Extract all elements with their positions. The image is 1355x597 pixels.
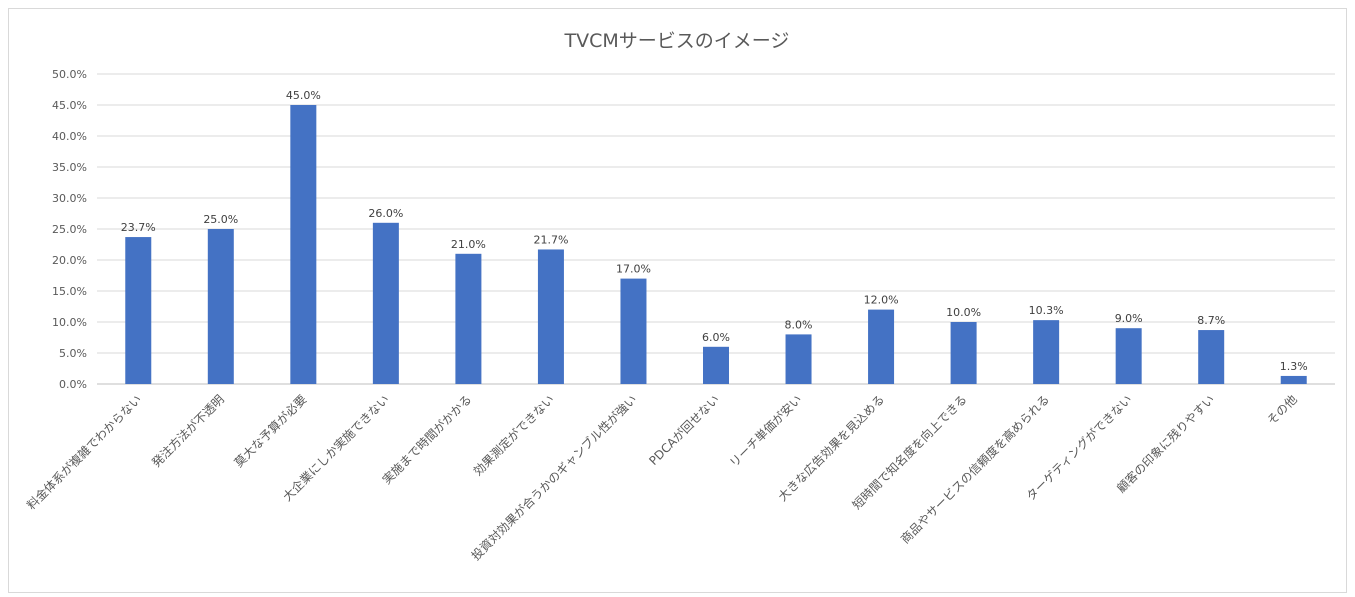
bar (372, 222, 399, 384)
bar (1280, 375, 1307, 384)
bar (703, 346, 729, 384)
y-tick-label: 5.0% (59, 347, 87, 360)
bar (537, 249, 564, 384)
chart-title: TVCMサービスのイメージ (564, 30, 790, 52)
data-label: 45.0% (286, 89, 321, 102)
data-label: 8.7% (1197, 314, 1225, 327)
data-label: 8.0% (785, 318, 813, 331)
bar (950, 322, 977, 384)
y-tick-label: 20.0% (52, 254, 87, 267)
y-tick-label: 45.0% (52, 99, 87, 112)
bars (125, 105, 1307, 384)
y-tick-label: 25.0% (52, 223, 87, 236)
bar (125, 237, 152, 384)
y-tick-label: 35.0% (52, 161, 87, 174)
y-tick-label: 30.0% (52, 192, 87, 205)
bar (868, 309, 895, 384)
data-label: 17.0% (616, 263, 651, 276)
bar-chart: TVCMサービスのイメージ 0.0% 5.0% 10.0% 15.0% 20.0% 25.… (23, 30, 1335, 564)
bar (1033, 320, 1060, 384)
data-label: 21.0% (451, 238, 486, 251)
bar (290, 105, 317, 384)
data-label: 12.0% (864, 294, 899, 307)
data-label: 25.0% (203, 213, 238, 226)
category-label: 実施まで時間がかかる (379, 392, 474, 487)
bar (785, 334, 812, 384)
bar (1115, 328, 1142, 384)
y-tick-label: 40.0% (52, 130, 87, 143)
category-label: 商品やサービスの信頼度を高められる (897, 392, 1052, 547)
category-label: 莫大な予算が必要 (231, 392, 309, 470)
data-label: 26.0% (368, 207, 403, 220)
bar (455, 253, 482, 384)
y-tick-label: 10.0% (52, 316, 87, 329)
data-label: 23.7% (121, 221, 156, 234)
data-label: 10.0% (946, 306, 981, 319)
bar (620, 278, 647, 384)
category-label: 料金体系が複雑でわからない (23, 392, 144, 513)
data-label: 10.3% (1029, 304, 1064, 317)
y-tick-label: 0.0% (59, 378, 87, 391)
category-label: 効果測定ができない (470, 392, 557, 479)
data-label: 21.7% (533, 233, 568, 246)
bar (207, 229, 234, 384)
bar (1198, 330, 1225, 384)
category-label: リーチ単価が安い (726, 392, 804, 470)
category-labels: 料金体系が複雑でわからない 発注方法が不透明 莫大な予算が必要大企業にしか実施できな… (23, 392, 1299, 564)
data-label: 6.0% (702, 331, 730, 344)
data-labels: 23.7% 25.0% 45.0% 26.0% 21.0% 21.7% 17.0% 6.0% 8… (121, 89, 1308, 373)
category-label: PDCAが回せない (646, 392, 722, 468)
category-label: その他 (1264, 392, 1299, 427)
data-label: 1.3% (1280, 360, 1308, 373)
y-tick-label: 15.0% (52, 285, 87, 298)
y-tick-label: 50.0% (52, 68, 87, 81)
data-label: 9.0% (1115, 312, 1143, 325)
category-label: 投資対効果が合うかのギャンブル性が強い (468, 392, 640, 564)
chart-area: TVCMサービスのイメージ 0.0% 5.0% 10.0% 15.0% 20.0% 25.… (8, 8, 1347, 593)
y-axis-ticks: 0.0% 5.0% 10.0% 15.0% 20.0% 25.0% 30.0% 35.0% 40… (52, 68, 87, 391)
category-label: 発注方法が不透明 (148, 392, 226, 470)
